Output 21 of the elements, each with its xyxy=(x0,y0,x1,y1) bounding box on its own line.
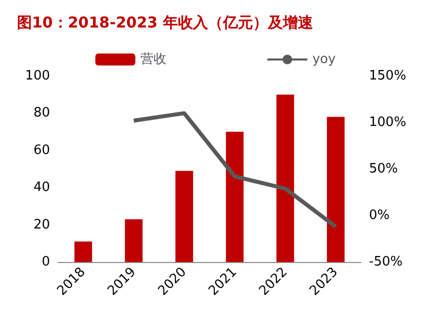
y2-tick-label: 150% xyxy=(369,68,406,84)
bar xyxy=(74,242,92,262)
y2-tick-label: 100% xyxy=(369,115,406,130)
y-tick-label: 60 xyxy=(33,142,50,158)
line-series xyxy=(132,111,338,229)
bar xyxy=(276,94,294,262)
y-tick-label: 20 xyxy=(33,217,50,232)
chart-title: 图10：2018-2023 年收入（亿元）及增速 xyxy=(17,14,314,32)
bar xyxy=(226,132,244,262)
y2-tick-label: -50% xyxy=(369,254,403,270)
y-tick-label: 40 xyxy=(33,180,50,196)
y2-tick-label: 50% xyxy=(369,162,398,176)
legend-label: 营收 xyxy=(140,52,166,67)
y-tick-label: 100 xyxy=(25,68,50,84)
y2-tick-label: 0% xyxy=(369,208,390,223)
bar xyxy=(175,170,194,262)
bar xyxy=(124,219,143,262)
y-tick-label: 80 xyxy=(33,106,50,121)
legend-label: yoy xyxy=(312,52,336,67)
y-tick-label: 0 xyxy=(42,254,50,270)
bar xyxy=(326,116,345,262)
